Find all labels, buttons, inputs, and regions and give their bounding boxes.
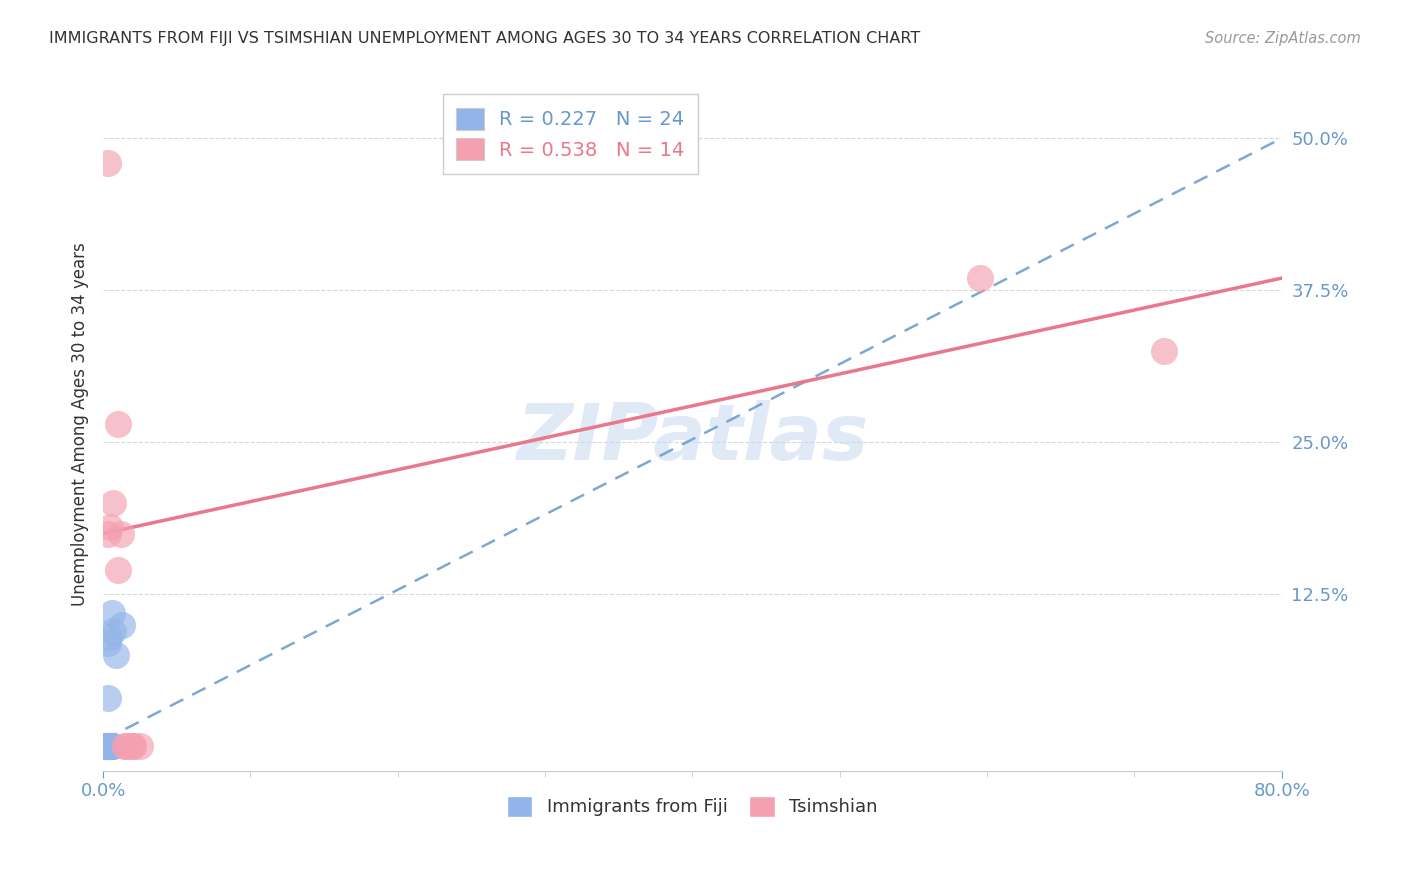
- Point: [110, 526, 132, 541]
- Point: [105, 648, 128, 662]
- Point: [96, 739, 118, 754]
- Point: [100, 739, 122, 754]
- Point: [96, 155, 118, 169]
- Point: [94, 739, 117, 754]
- Point: [98, 630, 121, 644]
- Point: [121, 739, 143, 754]
- Point: [118, 739, 141, 754]
- Legend: Immigrants from Fiji, Tsimshian: Immigrants from Fiji, Tsimshian: [501, 789, 884, 824]
- Text: IMMIGRANTS FROM FIJI VS TSIMSHIAN UNEMPLOYMENT AMONG AGES 30 TO 34 YEARS CORRELA: IMMIGRANTS FROM FIJI VS TSIMSHIAN UNEMPL…: [49, 31, 921, 46]
- Point: [100, 739, 122, 754]
- Point: [969, 271, 991, 285]
- Point: [111, 617, 134, 632]
- Text: Source: ZipAtlas.com: Source: ZipAtlas.com: [1205, 31, 1361, 46]
- Point: [96, 739, 118, 754]
- Point: [96, 526, 118, 541]
- Point: [1153, 344, 1175, 359]
- Point: [114, 739, 136, 754]
- Text: ZIPatlas: ZIPatlas: [516, 400, 869, 476]
- Point: [94, 739, 117, 754]
- Point: [94, 739, 117, 754]
- Point: [98, 739, 121, 754]
- Point: [103, 624, 125, 638]
- Point: [103, 739, 125, 754]
- Point: [107, 417, 129, 431]
- Point: [98, 739, 121, 754]
- Y-axis label: Unemployment Among Ages 30 to 34 years: Unemployment Among Ages 30 to 34 years: [72, 243, 89, 606]
- Point: [96, 739, 118, 754]
- Point: [101, 739, 124, 754]
- Point: [121, 739, 143, 754]
- Point: [96, 636, 118, 650]
- Point: [96, 690, 118, 705]
- Point: [98, 739, 121, 754]
- Point: [96, 739, 118, 754]
- Point: [100, 520, 122, 534]
- Point: [114, 739, 136, 754]
- Point: [100, 739, 122, 754]
- Point: [100, 739, 122, 754]
- Point: [103, 496, 125, 510]
- Point: [101, 606, 124, 620]
- Point: [129, 739, 152, 754]
- Point: [101, 739, 124, 754]
- Point: [107, 563, 129, 577]
